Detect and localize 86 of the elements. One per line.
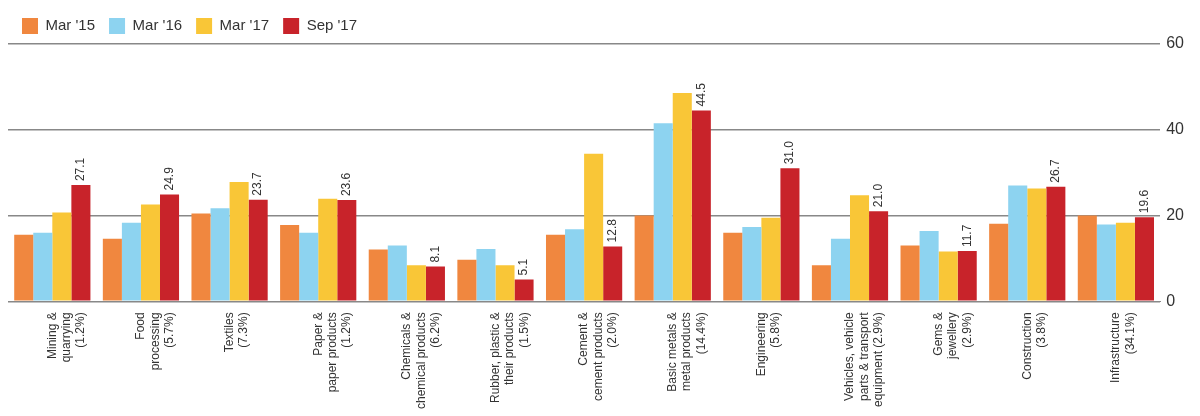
- data-label: 44.5: [693, 82, 708, 107]
- bar: [742, 227, 762, 301]
- bar: [191, 213, 211, 301]
- bar: [280, 224, 300, 301]
- bar: [14, 234, 34, 301]
- bar: [1046, 186, 1066, 301]
- bar: [102, 238, 122, 301]
- bar: [723, 232, 743, 301]
- bar: [900, 245, 920, 301]
- x-tick-label: Chemicals & chemical products (6.2%): [399, 312, 442, 410]
- bar: [368, 249, 388, 301]
- bar: [957, 251, 977, 301]
- bar: [761, 217, 781, 301]
- bar: [210, 208, 230, 301]
- x-tick-label: Mining & quarrying (1.2%): [44, 312, 88, 363]
- bar: [406, 265, 426, 301]
- data-label: 23.6: [339, 172, 354, 197]
- bar: [811, 265, 831, 301]
- bar: [780, 168, 800, 301]
- bar: [121, 222, 141, 301]
- x-tick-label: Cement & cement products (2.0%): [576, 312, 620, 402]
- bar: [476, 248, 496, 301]
- x-tick-label: Construction (3.8%): [1019, 312, 1048, 380]
- data-label: 8.1: [427, 245, 442, 263]
- bar: [691, 110, 711, 301]
- bar: [299, 232, 319, 301]
- y-tick-label: 20: [1166, 205, 1185, 223]
- y-tick-label: 60: [1166, 34, 1185, 52]
- bar: [1134, 217, 1154, 301]
- bar: [634, 215, 654, 301]
- bar: [337, 200, 357, 301]
- bar: [584, 153, 604, 301]
- bar: [387, 245, 407, 301]
- x-tick-label: Gems & jewellery (2.9%): [930, 312, 974, 360]
- bar: [52, 212, 72, 301]
- bar: [160, 194, 180, 301]
- bar: [1115, 222, 1135, 301]
- y-tick-label: 0: [1166, 291, 1176, 309]
- x-tick-label: Rubber, plastic & their products (1.5%): [487, 312, 531, 404]
- x-tick-label: Paper & paper products (1.2%): [310, 312, 354, 393]
- data-label: 26.7: [1048, 159, 1063, 183]
- x-tick-label: Food processing (5.7%): [133, 312, 177, 371]
- y-tick-label: 40: [1166, 120, 1185, 138]
- x-tick-label: Engineering (5.8%): [753, 312, 783, 377]
- legend-label: Mar '16: [132, 16, 183, 34]
- bar: [318, 198, 338, 301]
- bar: [457, 259, 477, 301]
- bar: [938, 251, 958, 301]
- x-tick-label: Textiles (7.3%): [221, 312, 251, 353]
- bar: [33, 232, 53, 301]
- bar: [1077, 215, 1097, 301]
- bar: [248, 199, 268, 301]
- bar: [869, 211, 889, 301]
- bar: [1008, 185, 1028, 301]
- x-tick-label: Infrastructure (34.1%): [1108, 311, 1137, 383]
- data-label: 31.0: [782, 140, 797, 165]
- bar: [919, 230, 939, 301]
- bar: [989, 223, 1009, 301]
- bar: [1096, 224, 1116, 301]
- legend-label: Sep '17: [306, 16, 358, 34]
- data-label: 12.8: [605, 218, 619, 243]
- legend-label: Mar '15: [45, 16, 96, 34]
- bar: [1027, 188, 1047, 301]
- data-label: 21.0: [870, 183, 885, 208]
- bar: [672, 92, 692, 301]
- bar: [653, 123, 673, 301]
- legend-label: Mar '17: [219, 16, 270, 34]
- bar: [71, 185, 91, 301]
- bar: [603, 246, 623, 301]
- bar: [545, 234, 566, 301]
- bar: [565, 229, 585, 301]
- data-label: 5.1: [516, 258, 531, 276]
- data-label: 27.1: [73, 157, 88, 182]
- data-label: 23.7: [250, 171, 265, 196]
- bar: [514, 279, 534, 301]
- data-label: 24.9: [161, 166, 176, 191]
- bar: [830, 238, 850, 301]
- bar: [425, 266, 445, 301]
- bar: [495, 265, 515, 301]
- data-label: 11.7: [959, 224, 974, 248]
- bar: [229, 182, 249, 301]
- bar: [140, 204, 160, 301]
- x-tick-label: Vehicles, vehicle parts & transport equipment (2.9%): [842, 311, 886, 408]
- bar: [850, 195, 870, 301]
- x-tick-label: Basic metals & metal products (14.4%): [665, 312, 708, 392]
- data-label: 19.6: [1136, 189, 1151, 214]
